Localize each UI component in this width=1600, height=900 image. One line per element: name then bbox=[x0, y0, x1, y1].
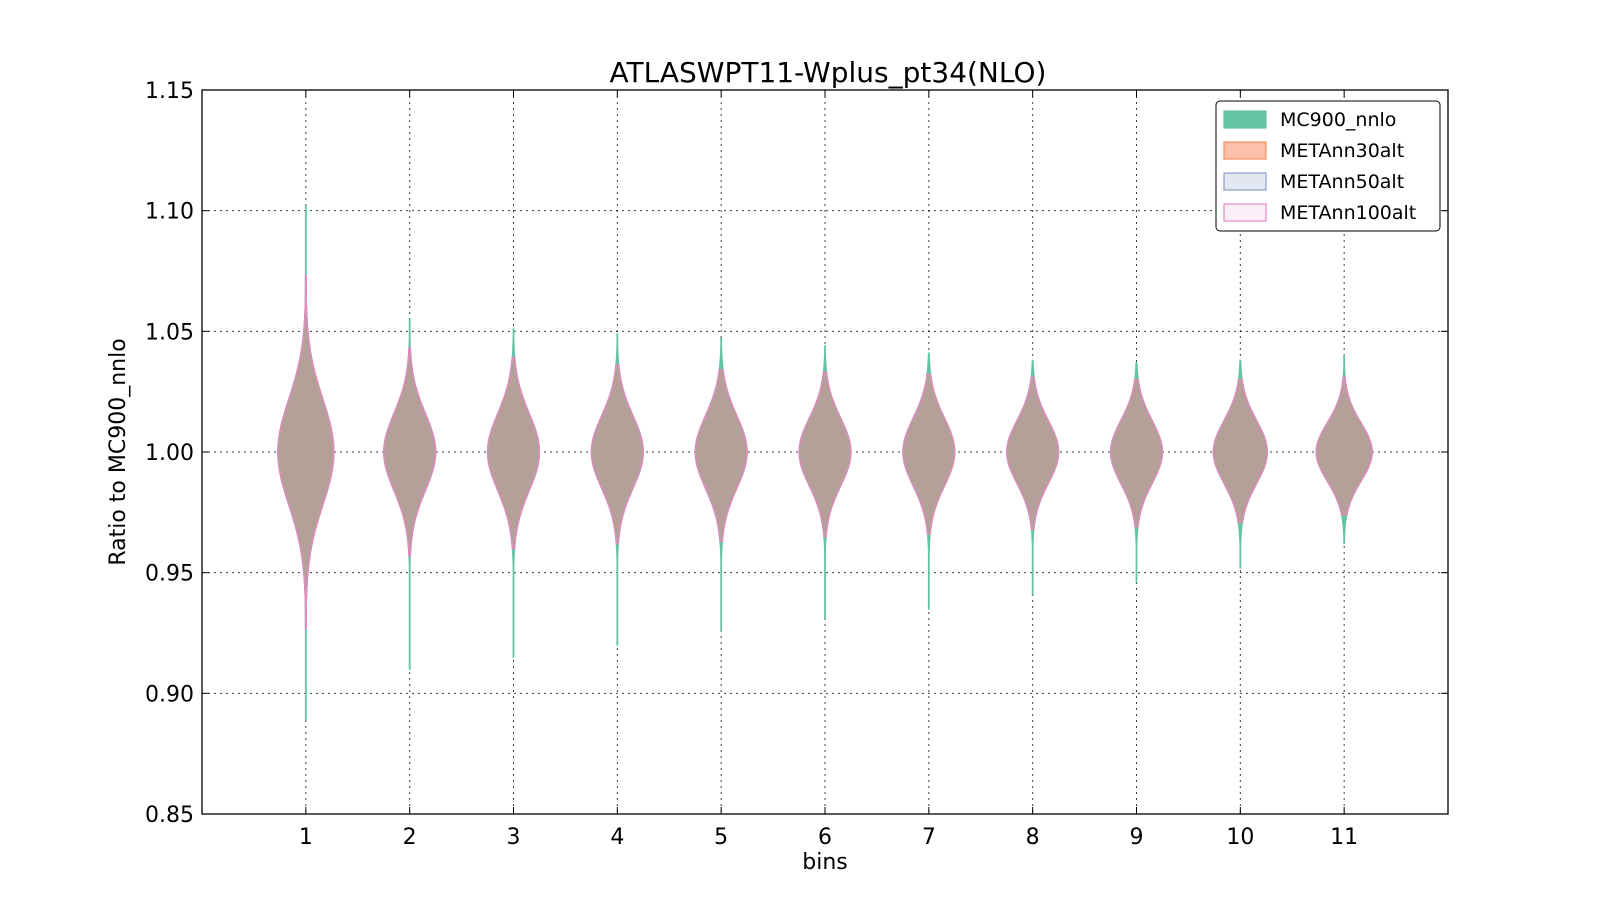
legend-swatch bbox=[1223, 141, 1267, 160]
violin-METAnn100alt-bin-4 bbox=[590, 364, 644, 545]
legend-entry: METAnn30alt bbox=[1280, 140, 1404, 162]
violin-METAnn100alt-bin-8 bbox=[1006, 376, 1060, 530]
legend-entry: METAnn100alt bbox=[1280, 202, 1416, 224]
series-METAnn100alt bbox=[277, 275, 1373, 629]
y-axis-label: Ratio to MC900_nnlo bbox=[106, 338, 131, 565]
legend-box bbox=[1215, 100, 1441, 232]
x-tick-label: 11 bbox=[1330, 825, 1358, 850]
x-tick-label: 9 bbox=[1130, 825, 1144, 850]
y-tick-label: 0.95 bbox=[145, 562, 194, 587]
violin-METAnn100alt-bin-6 bbox=[798, 371, 852, 538]
y-tick-label: 1.05 bbox=[145, 320, 194, 345]
x-tick-label: 10 bbox=[1226, 825, 1254, 850]
y-tick-label: 1.00 bbox=[145, 441, 194, 466]
chart-title: ATLASWPT11-Wplus_pt34(NLO) bbox=[610, 56, 1047, 89]
x-axis-label: bins bbox=[802, 850, 847, 875]
legend: MC900_nnlo METAnn30alt METAnn50alt METAnn10… bbox=[1215, 100, 1441, 232]
x-tick-label: 1 bbox=[299, 825, 313, 850]
legend-swatch bbox=[1223, 172, 1267, 191]
violins bbox=[277, 205, 1373, 721]
legend-entry: METAnn50alt bbox=[1280, 171, 1404, 193]
axis-ticks: 0.85 0.90 0.95 1.00 1.05 1.10 1.15 1 2 3 4 5 6 7 8 9 10 1… bbox=[145, 79, 1448, 850]
legend-swatch bbox=[1223, 110, 1267, 129]
x-tick-label: 4 bbox=[610, 825, 624, 850]
violin-METAnn100alt-bin-1 bbox=[277, 275, 335, 629]
x-tick-label: 6 bbox=[818, 825, 832, 850]
y-tick-label: 0.90 bbox=[145, 682, 194, 707]
x-tick-label: 7 bbox=[922, 825, 936, 850]
x-tick-label: 8 bbox=[1026, 825, 1040, 850]
x-tick-label: 5 bbox=[714, 825, 728, 850]
y-tick-label: 1.10 bbox=[145, 200, 194, 225]
x-tick-label: 2 bbox=[403, 825, 417, 850]
violin-METAnn100alt-bin-5 bbox=[694, 369, 748, 542]
legend-swatch bbox=[1223, 203, 1267, 222]
y-tick-label: 1.15 bbox=[145, 79, 194, 104]
legend-entry: MC900_nnlo bbox=[1280, 109, 1396, 131]
violin-METAnn100alt-bin-9 bbox=[1109, 379, 1164, 528]
x-tick-label: 3 bbox=[507, 825, 521, 850]
violin-METAnn100alt-bin-7 bbox=[902, 374, 956, 535]
violin-METAnn100alt-bin-10 bbox=[1212, 379, 1268, 523]
y-tick-label: 0.85 bbox=[145, 803, 194, 828]
violin-METAnn100alt-bin-3 bbox=[486, 357, 541, 550]
violin-METAnn100alt-bin-2 bbox=[383, 347, 437, 557]
violin-METAnn100alt-bin-11 bbox=[1315, 376, 1373, 516]
